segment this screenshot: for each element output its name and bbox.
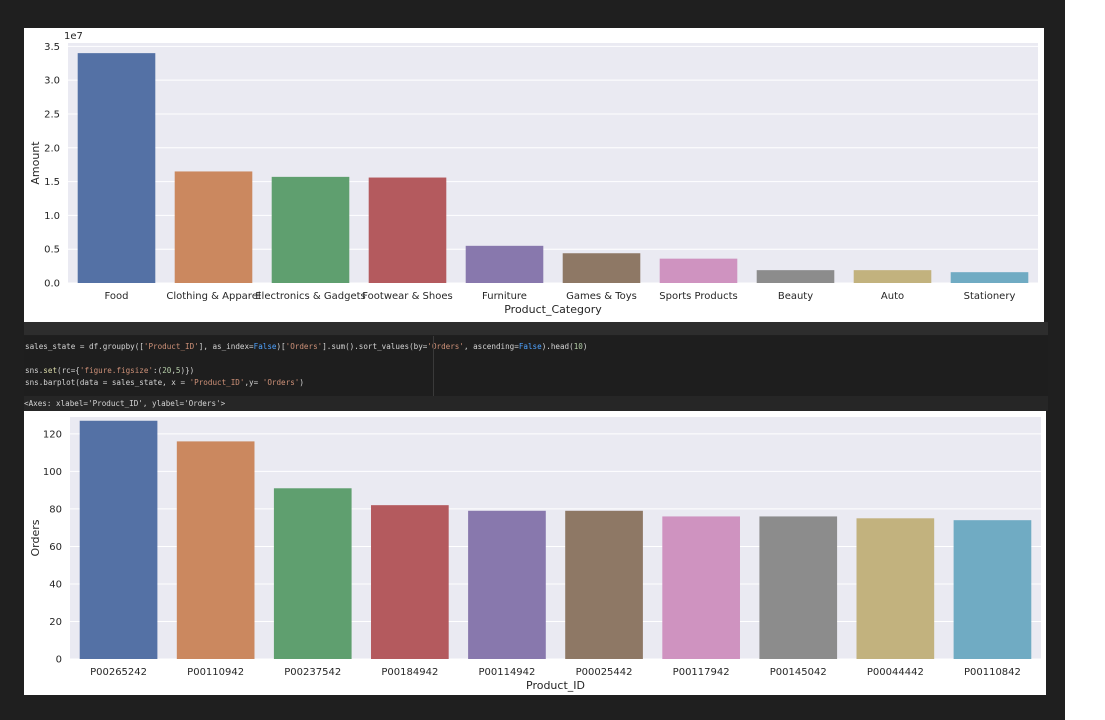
- code-line-4: sns.barplot(data = sales_state, x = 'Pro…: [25, 378, 304, 387]
- code-token: )[: [276, 342, 286, 351]
- bar: [950, 272, 1029, 283]
- code-cell[interactable]: sales_state = df.groupby(['Product_ID'],…: [24, 336, 1048, 396]
- bar: [368, 177, 447, 283]
- x-tick-label: Food: [105, 291, 129, 302]
- y-tick-label: 120: [43, 429, 62, 440]
- code-token: )}): [180, 366, 195, 375]
- y-tick-label: 3.0: [44, 76, 60, 87]
- x-tick-label: Clothing & Apparel: [166, 291, 260, 302]
- code-string: 'Orders': [427, 342, 464, 351]
- y-axis-title: Orders: [29, 519, 42, 556]
- code-token: ,y=: [244, 378, 263, 387]
- x-tick-label: Stationery: [964, 291, 1016, 302]
- bar: [759, 516, 838, 659]
- code-number: 10: [573, 342, 583, 351]
- bar: [659, 258, 738, 283]
- x-tick-label: Footwear & Shoes: [362, 291, 452, 302]
- code-string: 'Product_ID': [143, 342, 199, 351]
- bar: [176, 441, 255, 659]
- y-tick-label: 80: [49, 504, 62, 515]
- code-string: 'Product_ID': [189, 378, 245, 387]
- x-axis-title: Product_Category: [504, 303, 602, 316]
- code-token: , ascending=: [463, 342, 519, 351]
- code-number: 5: [175, 366, 181, 375]
- y-tick-label: 40: [49, 579, 62, 590]
- bar: [468, 510, 546, 659]
- code-token: ).head(: [541, 342, 574, 351]
- x-tick-label: Electronics & Gadgets: [255, 291, 366, 302]
- code-number: 20: [162, 366, 172, 375]
- y-axis-title: Amount: [29, 141, 42, 185]
- x-axis-title: Product_ID: [526, 679, 585, 692]
- bar: [853, 270, 932, 283]
- y-tick-label: 2.0: [44, 143, 60, 154]
- bar: [465, 245, 544, 283]
- x-tick-label: P00145042: [770, 667, 827, 678]
- cell-output-text: <Axes: xlabel='Product_ID', ylabel='Orde…: [24, 399, 226, 408]
- code-token: ,: [171, 366, 176, 375]
- x-tick-label: P00265242: [90, 667, 147, 678]
- bar: [662, 516, 740, 659]
- x-tick-label: P00110842: [964, 667, 1021, 678]
- bar: [371, 505, 449, 659]
- bar: [79, 420, 158, 659]
- bar: [565, 510, 643, 659]
- y-tick-label: 0: [56, 655, 62, 666]
- x-tick-label: Games & Toys: [566, 291, 637, 302]
- bar: [756, 270, 835, 283]
- y-tick-label: 60: [49, 542, 62, 553]
- code-line-1: sales_state = df.groupby(['Product_ID'],…: [25, 342, 587, 351]
- y-tick-label: 0.5: [44, 245, 60, 256]
- code-keyword: False: [253, 342, 277, 351]
- x-tick-label: Sports Products: [659, 291, 737, 302]
- y-tick-label: 20: [49, 617, 62, 628]
- x-tick-label: Beauty: [778, 291, 813, 302]
- cell-separator: [433, 336, 434, 396]
- x-tick-label: Furniture: [482, 291, 527, 302]
- code-token: :(: [153, 366, 163, 375]
- y-tick-label: 2.5: [44, 109, 60, 120]
- bar: [271, 176, 350, 283]
- chart-output-amount-by-category: 0.0 0.5 1.0 1.5 2.0 2.5 3.0 3.5 Food Clothing & A…: [24, 28, 1044, 322]
- code-token: ], as_index=: [198, 342, 254, 351]
- code-token: (rc={: [57, 366, 80, 375]
- x-tick-label: P00114942: [478, 667, 535, 678]
- x-tick-label: P00044442: [867, 667, 924, 678]
- code-token: ): [582, 342, 588, 351]
- bar: [856, 518, 935, 659]
- code-token: sns.barplot(data = sales_state, x =: [25, 378, 190, 387]
- code-line-3: sns.set(rc={'figure.figsize':(20,5)}): [25, 366, 194, 375]
- orders-by-product-chart: 0 20 40 60 80 100 120 P00265242 P00110942 P002375…: [29, 417, 1041, 692]
- code-function: set: [43, 366, 58, 375]
- x-tick-label: P00025442: [576, 667, 633, 678]
- chart-output-orders-by-product: 0 20 40 60 80 100 120 P00265242 P00110942 P002375…: [24, 411, 1046, 695]
- x-tick-label: P00117942: [673, 667, 730, 678]
- x-tick-label: P00237542: [284, 667, 341, 678]
- bar: [77, 53, 156, 284]
- axis-offset-label: 1e7: [64, 31, 83, 42]
- y-tick-label: 3.5: [44, 42, 60, 53]
- code-keyword: False: [518, 342, 542, 351]
- x-tick-label: P00184942: [381, 667, 438, 678]
- x-tick-label: Auto: [881, 291, 904, 302]
- code-token: sales_state = df.groupby([: [25, 342, 144, 351]
- cell-divider: [24, 322, 1048, 335]
- y-tick-label: 1.0: [44, 211, 60, 222]
- amount-by-category-chart: 0.0 0.5 1.0 1.5 2.0 2.5 3.0 3.5 Food Clothing & A…: [29, 31, 1038, 316]
- y-tick-label: 0.0: [44, 279, 60, 290]
- bar: [953, 520, 1032, 659]
- y-tick-label: 1.5: [44, 177, 60, 188]
- output-header-band: [24, 396, 1048, 411]
- code-token: sns.: [25, 366, 44, 375]
- code-string: 'Orders': [285, 342, 323, 351]
- code-token: ].sum().sort_values(by=: [322, 342, 428, 351]
- bar: [273, 488, 352, 659]
- x-tick-label: P00110942: [187, 667, 244, 678]
- code-string: 'Orders': [262, 378, 300, 387]
- code-string: 'figure.figsize': [79, 366, 154, 375]
- code-token: ): [299, 378, 304, 387]
- bar: [174, 171, 253, 283]
- bar: [562, 253, 641, 283]
- y-tick-label: 100: [43, 467, 62, 478]
